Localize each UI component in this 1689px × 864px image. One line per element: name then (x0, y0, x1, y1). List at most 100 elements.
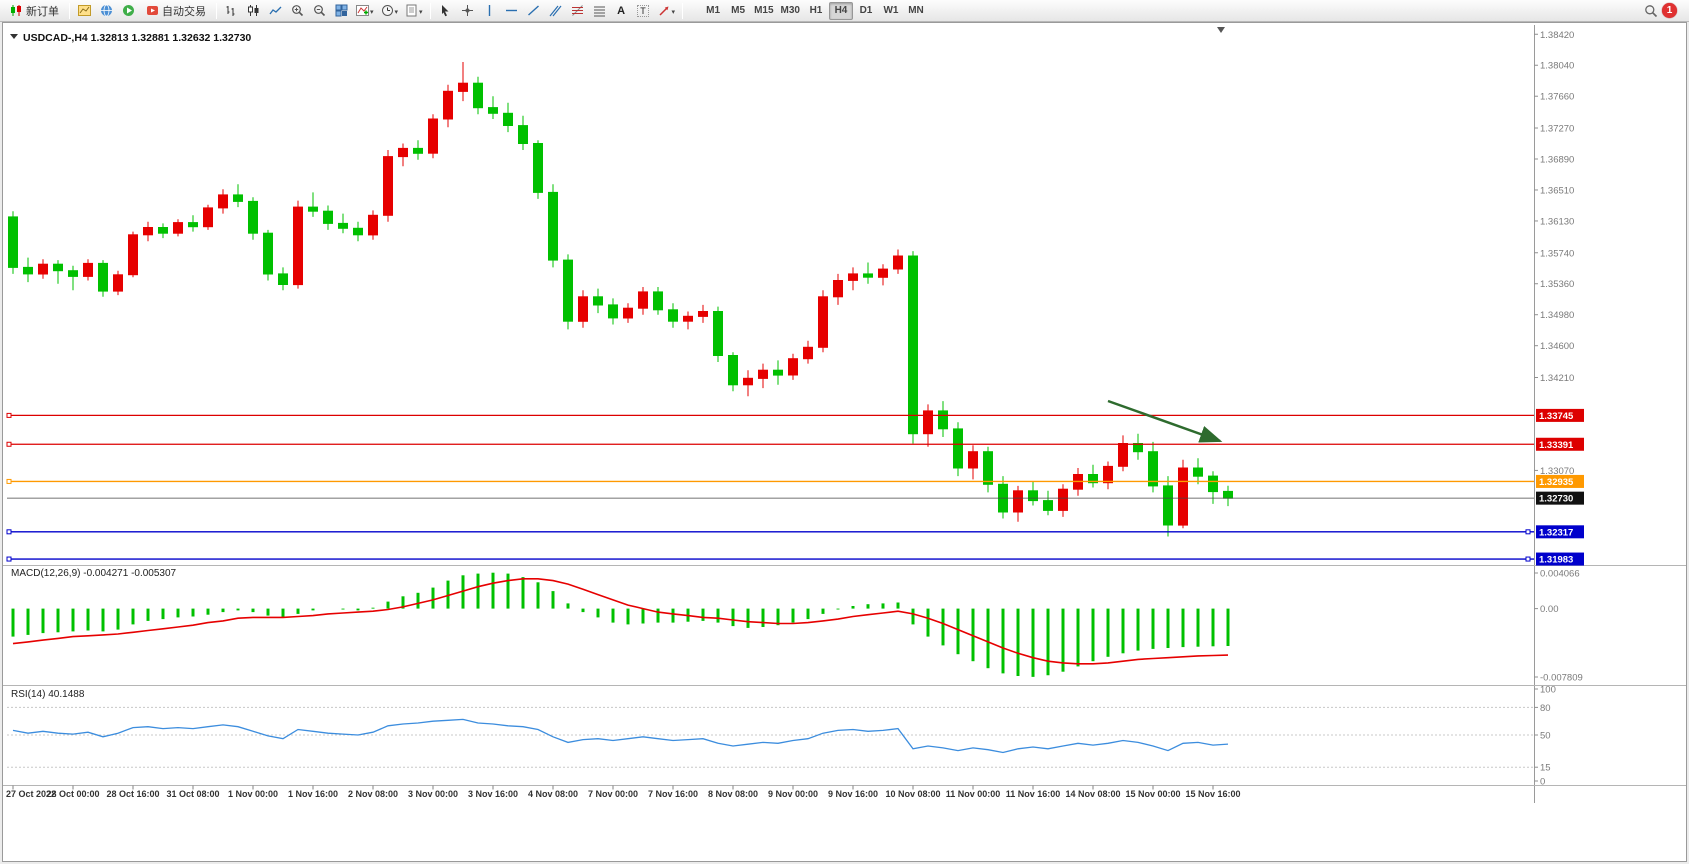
notification-badge[interactable]: 1 (1662, 3, 1677, 18)
new-order-button[interactable]: 新订单 (4, 1, 65, 20)
channel-button[interactable] (545, 1, 566, 20)
arrows-button[interactable] (655, 1, 679, 20)
vertical-line-button[interactable] (479, 1, 500, 20)
shift-end-marker[interactable] (1217, 27, 1225, 33)
cursor-button[interactable] (435, 1, 456, 20)
auto-trading-button[interactable]: 自动交易 (140, 1, 212, 20)
templates-icon (406, 4, 417, 17)
hline-handle[interactable] (6, 529, 12, 535)
tile-windows-button[interactable] (331, 1, 352, 20)
crosshair-icon (461, 5, 473, 16)
zoom-in-button[interactable] (287, 1, 308, 20)
svg-text:8 Nov 08:00: 8 Nov 08:00 (708, 789, 758, 799)
timeframe-w1[interactable]: W1 (883, 5, 899, 16)
svg-text:10 Nov 08:00: 10 Nov 08:00 (885, 789, 940, 799)
templates-button[interactable] (402, 1, 426, 20)
svg-text:28 Oct 16:00: 28 Oct 16:00 (106, 789, 159, 799)
fibonacci-icon (571, 5, 583, 16)
hline-handle[interactable] (6, 441, 12, 447)
svg-text:1.34600: 1.34600 (1540, 341, 1574, 352)
text-button[interactable] (611, 1, 632, 20)
timeframe-h4[interactable]: H4 (828, 1, 853, 20)
timeframe-h1[interactable]: H1 (809, 5, 823, 16)
navigator-button[interactable] (118, 1, 139, 20)
text-label-button[interactable] (633, 1, 654, 20)
svg-text:1.38040: 1.38040 (1540, 61, 1574, 72)
svg-text:1.38420: 1.38420 (1540, 30, 1574, 41)
svg-text:31 Oct 08:00: 31 Oct 08:00 (166, 789, 219, 799)
timeframe-m5[interactable]: M5 (731, 5, 746, 16)
indicators-icon (356, 5, 369, 16)
macd-panel: 0.004066 0.00 -0.007809 MACD(12,26,9) -0.00… (11, 568, 1583, 684)
svg-text:80: 80 (1540, 703, 1551, 714)
charts-button[interactable] (74, 1, 95, 20)
bar-chart-button[interactable] (221, 1, 242, 20)
trend-arrow[interactable] (1107, 399, 1223, 443)
chart-canvas[interactable]: 1.38420 1.38040 1.37660 1.37270 1.36890 1.365… (3, 23, 1686, 861)
svg-text:1.32935: 1.32935 (1539, 477, 1574, 488)
periods-button[interactable] (378, 1, 402, 20)
timeframe-mn[interactable]: MN (908, 5, 924, 16)
indicators-button[interactable] (353, 1, 377, 20)
market-watch-icon (101, 4, 112, 17)
current-price-tag (1536, 491, 1584, 505)
crosshair-button[interactable] (457, 1, 478, 20)
horizontal-line-button[interactable] (501, 1, 522, 20)
hline-handle[interactable] (6, 556, 12, 562)
cycle-lines-button[interactable] (589, 1, 610, 20)
price-tag (1536, 552, 1584, 566)
rsi-panel: 100 80 50 15 0 RSI(14) 40.1488 (7, 685, 1556, 788)
hline-handle[interactable] (6, 478, 12, 484)
timeframe-d1[interactable]: D1 (859, 5, 873, 16)
trendline-button[interactable] (523, 1, 544, 20)
cursor-icon (441, 5, 449, 17)
svg-text:50: 50 (1540, 731, 1551, 742)
toolbar-separator (69, 2, 70, 19)
periods-clock-icon (381, 5, 393, 16)
dropdown-caret (418, 5, 423, 17)
svg-text:7 Nov 16:00: 7 Nov 16:00 (648, 789, 698, 799)
svg-text:100: 100 (1540, 685, 1556, 696)
svg-text:0.00: 0.00 (1540, 604, 1559, 615)
vertical-line-icon (488, 5, 490, 16)
hline-handle[interactable] (6, 412, 12, 418)
timeframe-m1[interactable]: M1 (706, 5, 721, 16)
zoom-out-icon (314, 5, 326, 17)
svg-text:1.35360: 1.35360 (1540, 279, 1574, 290)
search-icon (1644, 4, 1657, 17)
horizontal-lines: 1.33745 1.33391 1.32935 1.32317 1.31983 (6, 408, 1584, 566)
svg-text:7 Nov 00:00: 7 Nov 00:00 (588, 789, 638, 799)
timeframe-m15[interactable]: M15 (754, 5, 774, 16)
svg-text:3 Nov 16:00: 3 Nov 16:00 (468, 789, 518, 799)
cycle-lines-icon (593, 6, 605, 17)
svg-text:1.35740: 1.35740 (1540, 248, 1574, 259)
svg-text:15: 15 (1540, 763, 1551, 774)
market-watch-button[interactable] (96, 1, 117, 20)
search-button[interactable] (1640, 1, 1661, 20)
chart-menu-icon[interactable] (10, 34, 18, 39)
price-tag (1536, 408, 1584, 422)
toolbar-separator (682, 2, 684, 19)
chart-window: 1.38420 1.38040 1.37660 1.37270 1.36890 1.365… (2, 22, 1687, 862)
toolbar-separator (216, 2, 217, 19)
candlestick-chart-icon (248, 5, 259, 16)
timeframe-m30[interactable]: M30 (780, 5, 800, 16)
svg-text:1.34210: 1.34210 (1540, 373, 1574, 384)
hline-handle[interactable] (1525, 529, 1531, 535)
svg-text:1.37660: 1.37660 (1540, 92, 1574, 103)
price-axis: 1.38420 1.38040 1.37660 1.37270 1.36890 1.365… (1534, 30, 1574, 477)
svg-text:9 Nov 00:00: 9 Nov 00:00 (768, 789, 818, 799)
price-tag (1536, 525, 1584, 539)
dropdown-caret (369, 5, 374, 17)
svg-text:2 Nov 08:00: 2 Nov 08:00 (348, 789, 398, 799)
line-chart-button[interactable] (265, 1, 286, 20)
tile-windows-icon (335, 4, 348, 17)
fibonacci-button[interactable] (567, 1, 588, 20)
svg-text:1.33070: 1.33070 (1540, 466, 1574, 477)
zoom-out-button[interactable] (309, 1, 330, 20)
hline-handle[interactable] (1525, 556, 1531, 562)
svg-text:11 Nov 16:00: 11 Nov 16:00 (1006, 789, 1061, 799)
svg-text:1 Nov 00:00: 1 Nov 00:00 (228, 789, 278, 799)
candlestick-chart-button[interactable] (243, 1, 264, 20)
dropdown-caret (671, 5, 676, 17)
